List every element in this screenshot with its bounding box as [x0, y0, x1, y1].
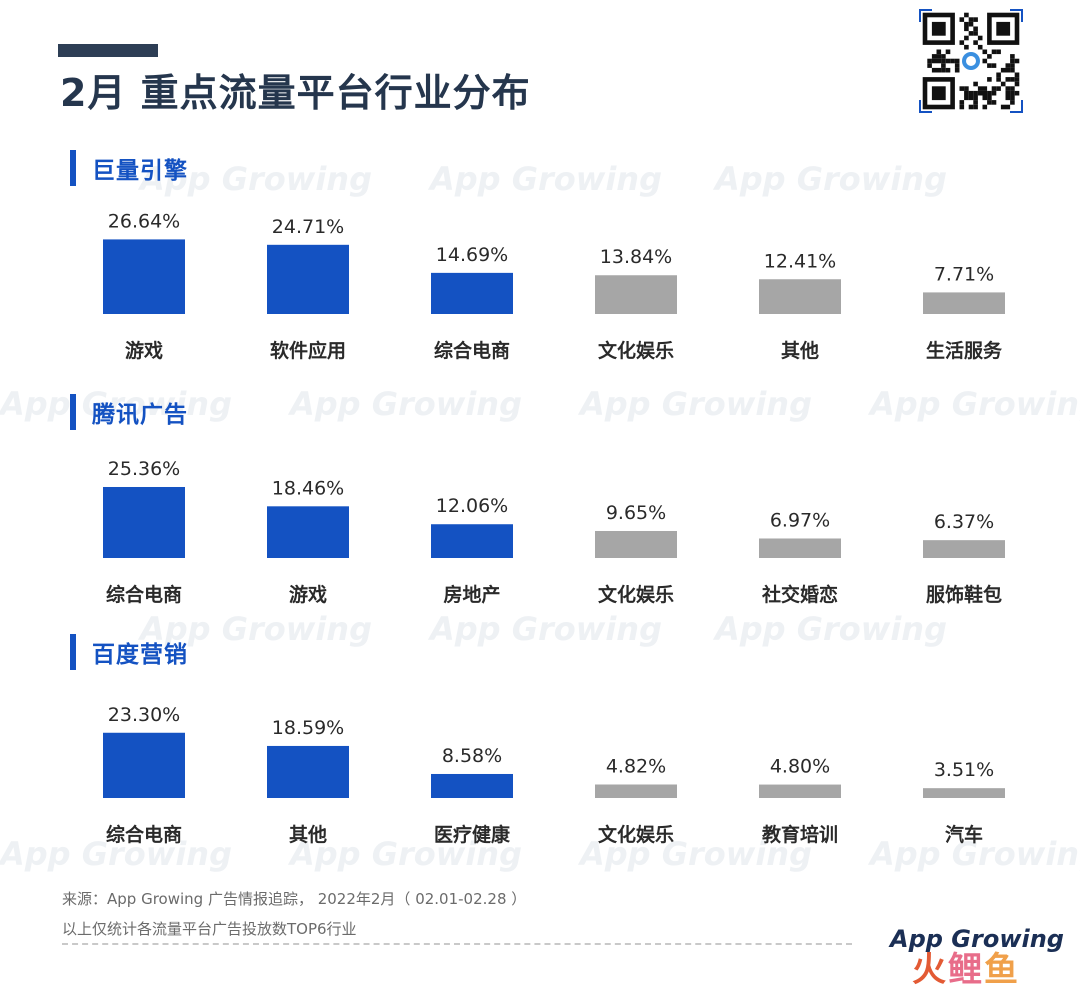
category-label: 社交婚恋	[761, 583, 838, 606]
footer-divider	[62, 943, 852, 945]
bar-value-label: 23.30%	[108, 704, 180, 726]
bar	[595, 530, 677, 558]
bar-value-label: 7.71%	[934, 263, 994, 285]
scope-note: 以上仅统计各流量平台广告投放数TOP6行业	[62, 920, 357, 938]
bar-value-label: 6.37%	[934, 511, 994, 533]
category-label: 教育培训	[762, 823, 838, 846]
section-header: 腾讯广告	[70, 394, 188, 430]
section-title: 腾讯广告	[92, 402, 188, 428]
qr-code	[918, 8, 1024, 114]
category-label: 文化娱乐	[598, 339, 674, 362]
bar	[431, 773, 513, 798]
bar-value-label: 26.64%	[108, 210, 180, 232]
bar	[595, 784, 677, 798]
category-label: 其他	[289, 823, 327, 846]
category-label: 文化娱乐	[598, 583, 674, 606]
section-header: 百度营销	[70, 634, 188, 670]
category-label: 综合电商	[434, 339, 510, 362]
bar	[923, 788, 1005, 798]
bar-value-label: 9.65%	[606, 502, 666, 524]
section-baidu: 百度营销 23.30% 综合电商 18.59% 其他 8.58% 医疗健康 4.82% 文化娱…	[0, 634, 1080, 854]
category-label: 房地产	[443, 583, 500, 606]
section-marker	[70, 634, 76, 670]
source-note: 来源：App Growing 广告情报追踪， 2022年2月（ 02.01-02…	[62, 890, 527, 908]
bar	[103, 239, 185, 314]
section-marker	[70, 394, 76, 430]
brand-logo: App Growing	[890, 925, 1064, 953]
section-title: 巨量引擎	[92, 158, 188, 184]
section-marker	[70, 150, 76, 186]
bar-value-label: 3.51%	[934, 759, 994, 781]
category-label: 综合电商	[106, 823, 182, 846]
bar-chart-tencent: 25.36% 综合电商 18.46% 游戏 12.06% 房地产 9.65% 文化娱乐 6.97…	[103, 458, 1005, 606]
brand-char: 鱼	[984, 950, 1020, 990]
brand-char: 火	[912, 950, 948, 990]
bar	[759, 538, 841, 558]
bar-value-label: 14.69%	[436, 244, 508, 266]
bar-value-label: 24.71%	[272, 216, 344, 238]
bar-value-label: 4.80%	[770, 756, 830, 778]
category-label: 综合电商	[106, 583, 182, 606]
section-header: 巨量引擎	[70, 150, 188, 186]
bar-value-label: 6.97%	[770, 509, 830, 531]
bar-value-label: 12.41%	[764, 250, 836, 272]
section-tencent: 腾讯广告 25.36% 综合电商 18.46% 游戏 12.06% 房地产 9.65% 文化娱…	[0, 394, 1080, 614]
bar-value-label: 8.58%	[442, 745, 502, 767]
bar-value-label: 13.84%	[600, 246, 672, 268]
bar	[103, 732, 185, 798]
bar	[923, 540, 1005, 558]
bar-value-label: 4.82%	[606, 756, 666, 778]
category-label: 汽车	[945, 823, 983, 846]
section-juliang: 巨量引擎 26.64% 游戏 24.71% 软件应用 14.69% 综合电商 13.84% 文…	[0, 150, 1080, 370]
section-title: 百度营销	[92, 642, 188, 668]
bar-value-label: 12.06%	[436, 495, 508, 517]
bar-chart-juliang: 26.64% 游戏 24.71% 软件应用 14.69% 综合电商 13.84% 文化娱乐 12…	[103, 210, 1005, 362]
bar-value-label: 25.36%	[108, 458, 180, 480]
bar-chart-baidu: 23.30% 综合电商 18.59% 其他 8.58% 医疗健康 4.82% 文化娱乐 4.80…	[103, 704, 1005, 846]
bar-value-label: 18.59%	[272, 717, 344, 739]
bar	[759, 784, 841, 798]
brand-char: 鲤	[948, 950, 984, 990]
title-accent-bar	[58, 44, 158, 57]
category-label: 游戏	[125, 339, 163, 362]
bar	[267, 506, 349, 558]
page-title: 2月 重点流量平台行业分布	[60, 71, 531, 115]
bar	[923, 292, 1005, 314]
bar	[267, 244, 349, 314]
bar	[759, 279, 841, 314]
category-label: 生活服务	[926, 339, 1003, 362]
bar	[431, 524, 513, 558]
category-label: 其他	[781, 339, 819, 362]
category-label: 软件应用	[270, 339, 346, 362]
bar	[103, 486, 185, 558]
category-label: 服饰鞋包	[926, 583, 1002, 606]
bar-value-label: 18.46%	[272, 477, 344, 499]
bar	[595, 275, 677, 314]
category-label: 医疗健康	[434, 823, 511, 846]
category-label: 文化娱乐	[598, 823, 674, 846]
brand-logo-cn: 火鲤鱼	[912, 942, 1020, 991]
bar	[267, 745, 349, 798]
category-label: 游戏	[289, 583, 327, 606]
bar	[431, 272, 513, 314]
